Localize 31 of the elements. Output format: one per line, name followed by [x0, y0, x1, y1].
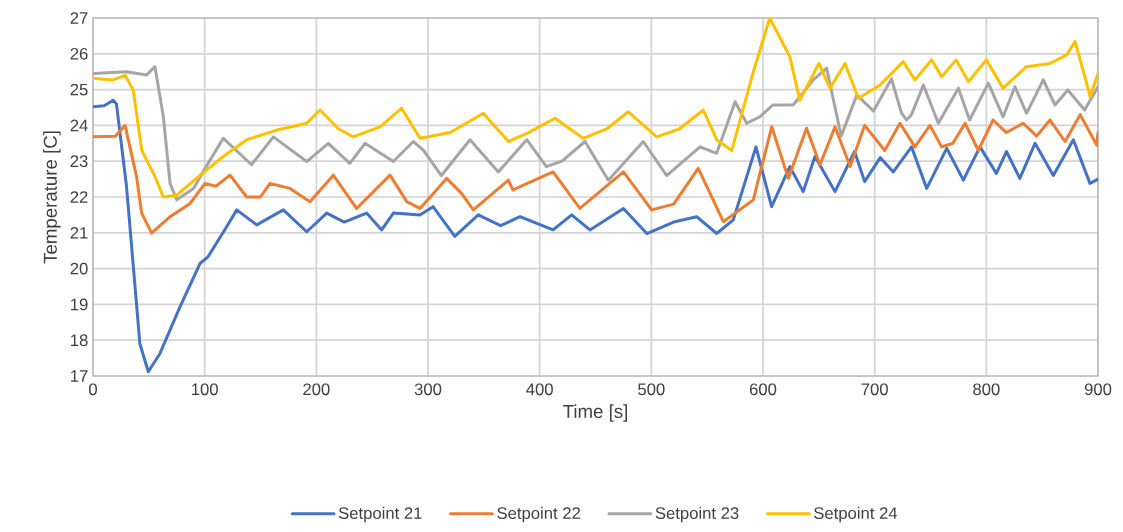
legend-label: Setpoint 22	[497, 506, 580, 523]
y-axis-title: Temperature [C]	[43, 131, 61, 264]
x-tick-label: 200	[303, 383, 330, 396]
x-tick-label: 300	[414, 383, 442, 396]
y-tick-label: 24	[70, 119, 88, 132]
y-tick-label: 18	[71, 334, 88, 347]
legend-label: Setpoint 23	[655, 506, 739, 523]
x-tick-label: 0	[89, 383, 97, 396]
x-tick-label: 100	[192, 383, 218, 396]
legend-label: Setpoint 24	[814, 506, 898, 523]
y-tick-label: 23	[70, 155, 88, 168]
y-tick-label: 19	[71, 298, 88, 311]
x-tick-label: 400	[526, 383, 553, 396]
line-series	[93, 113, 1098, 235]
x-axis-title: Time [s]	[563, 404, 627, 422]
y-tick-label: 25	[70, 83, 88, 96]
legend-label: Setpoint 21	[338, 506, 422, 523]
y-tick-label: 21	[70, 226, 88, 239]
x-tick-label: 700	[861, 383, 888, 396]
y-tick-label: 17	[71, 370, 88, 382]
y-tick-label: 20	[70, 262, 88, 275]
x-tick-label: 900	[1084, 383, 1112, 396]
x-tick-label: 600	[749, 383, 777, 396]
x-tick-label: 500	[638, 383, 665, 396]
line-series	[93, 17, 1098, 199]
line-series	[93, 65, 1098, 202]
x-tick-label: 800	[973, 383, 1000, 396]
y-tick-label: 27	[70, 12, 88, 24]
line-series	[93, 98, 1098, 374]
y-tick-label: 22	[70, 191, 88, 203]
y-tick-label: 26	[70, 47, 88, 60]
